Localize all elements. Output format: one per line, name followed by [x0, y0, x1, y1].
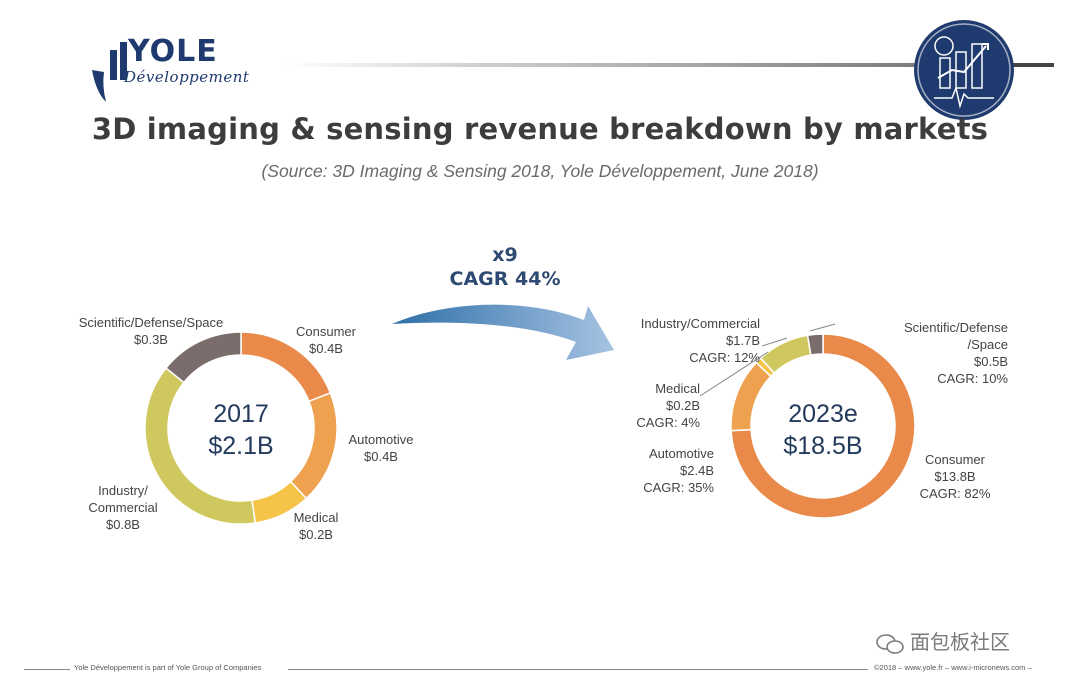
- donut-2023-total: $18.5B: [783, 432, 863, 460]
- label-2017-scientific-name: Scientific/Defense/Space: [78, 315, 224, 330]
- footer-left-text: Yole Développement is part of Yole Group…: [74, 663, 262, 672]
- slice-2023e-consumer: [730, 333, 916, 519]
- label-2017-scientific-value: $0.3B: [134, 332, 168, 347]
- growth-multiplier: x9: [492, 244, 518, 266]
- label-2017-industry-value: $0.8B: [106, 517, 140, 532]
- label-2023-industry-cagr: CAGR: 12%: [689, 350, 760, 365]
- slice-2023e-scientific-defense-space: [806, 333, 824, 356]
- label-2023-medical-cagr: CAGR: 4%: [636, 415, 700, 430]
- page-subtitle: (Source: 3D Imaging & Sensing 2018, Yole…: [261, 161, 819, 181]
- label-2023-medical: Medical $0.2B CAGR: 4%: [610, 380, 700, 431]
- donut-2017-year: 2017: [213, 400, 269, 428]
- label-2017-automotive-name: Automotive: [348, 432, 414, 447]
- label-2023-consumer-name: Consumer: [925, 452, 985, 467]
- label-2017-medical-value: $0.2B: [299, 527, 333, 542]
- donut-2023-year: 2023e: [788, 400, 858, 428]
- label-2017-automotive: Automotive $0.4B: [338, 431, 424, 465]
- chat-bubbles-icon: [876, 633, 904, 654]
- label-2017-medical-name: Medical: [293, 510, 339, 525]
- label-2017-automotive-value: $0.4B: [364, 449, 398, 464]
- label-2023-automotive-value: $2.4B: [680, 463, 714, 478]
- label-2017-scientific: Scientific/Defense/Space $0.3B: [70, 314, 232, 348]
- label-2023-industry-name: Industry/Commercial: [640, 316, 760, 331]
- donut-2017-total: $2.1B: [208, 432, 274, 460]
- watermark: 面包板社区: [876, 626, 1010, 655]
- brand-name: YOLE: [128, 34, 218, 69]
- header-divider: [286, 63, 916, 67]
- header-divider-end: [1012, 63, 1054, 67]
- label-2023-scientific-value: $0.5B: [974, 354, 1008, 369]
- label-2017-consumer-value: $0.4B: [309, 341, 343, 356]
- donut-chart-2017: [144, 331, 338, 525]
- growth-summary: x9 CAGR 44%: [420, 243, 590, 291]
- label-2023-medical-name: Medical: [655, 381, 700, 396]
- label-2023-scientific-name1: Scientific/Defense: [903, 320, 1008, 335]
- yole-logo-icon: [92, 42, 127, 102]
- footer-right-text: ©2018 – www.yole.fr – www.i-micronews.co…: [874, 663, 1032, 672]
- page-title: 3D imaging & sensing revenue breakdown b…: [91, 112, 989, 146]
- label-2023-automotive-name: Automotive: [648, 446, 714, 461]
- slice-2023e-industry-commercial: [759, 334, 812, 375]
- footer-line-left: [24, 669, 70, 670]
- growth-cagr: CAGR 44%: [449, 268, 561, 290]
- label-2017-industry-name1: Industry/: [98, 483, 148, 498]
- label-2017-industry: Industry/ Commercial $0.8B: [82, 482, 164, 533]
- growth-arrow-icon: [392, 304, 614, 360]
- label-2023-scientific-name2: /Space: [967, 337, 1008, 352]
- label-2023-scientific: Scientific/Defense /Space $0.5B CAGR: 10…: [882, 319, 1008, 387]
- slice-2017-scientific-defense-space: [164, 331, 242, 384]
- label-2023-consumer-cagr: CAGR: 82%: [919, 486, 991, 501]
- label-2023-consumer: Consumer $13.8B CAGR: 82%: [912, 451, 998, 502]
- donut-2017-center: 2017 $2.1B: [181, 398, 301, 462]
- label-2023-industry-value: $1.7B: [726, 333, 760, 348]
- label-2023-medical-value: $0.2B: [666, 398, 700, 413]
- label-2023-automotive-cagr: CAGR: 35%: [643, 480, 714, 495]
- label-2023-automotive: Automotive $2.4B CAGR: 35%: [620, 445, 714, 496]
- label-2023-scientific-cagr: CAGR: 10%: [937, 371, 1008, 386]
- watermark-text: 面包板社区: [910, 630, 1010, 654]
- label-2017-consumer: Consumer $0.4B: [288, 323, 364, 357]
- label-2017-consumer-name: Consumer: [296, 324, 356, 339]
- growth-chart-badge-icon: [914, 20, 1014, 120]
- label-2023-consumer-value: $13.8B: [934, 469, 976, 484]
- yole-logo: YOLE Développement: [86, 22, 266, 106]
- footer-line-mid: [288, 669, 868, 670]
- label-2023-industry: Industry/Commercial $1.7B CAGR: 12%: [620, 315, 760, 366]
- label-2017-industry-name2: Commercial: [88, 500, 158, 515]
- label-2017-medical: Medical $0.2B: [284, 509, 348, 543]
- donut-2023-center: 2023e $18.5B: [763, 398, 883, 462]
- brand-sub: Développement: [124, 68, 250, 86]
